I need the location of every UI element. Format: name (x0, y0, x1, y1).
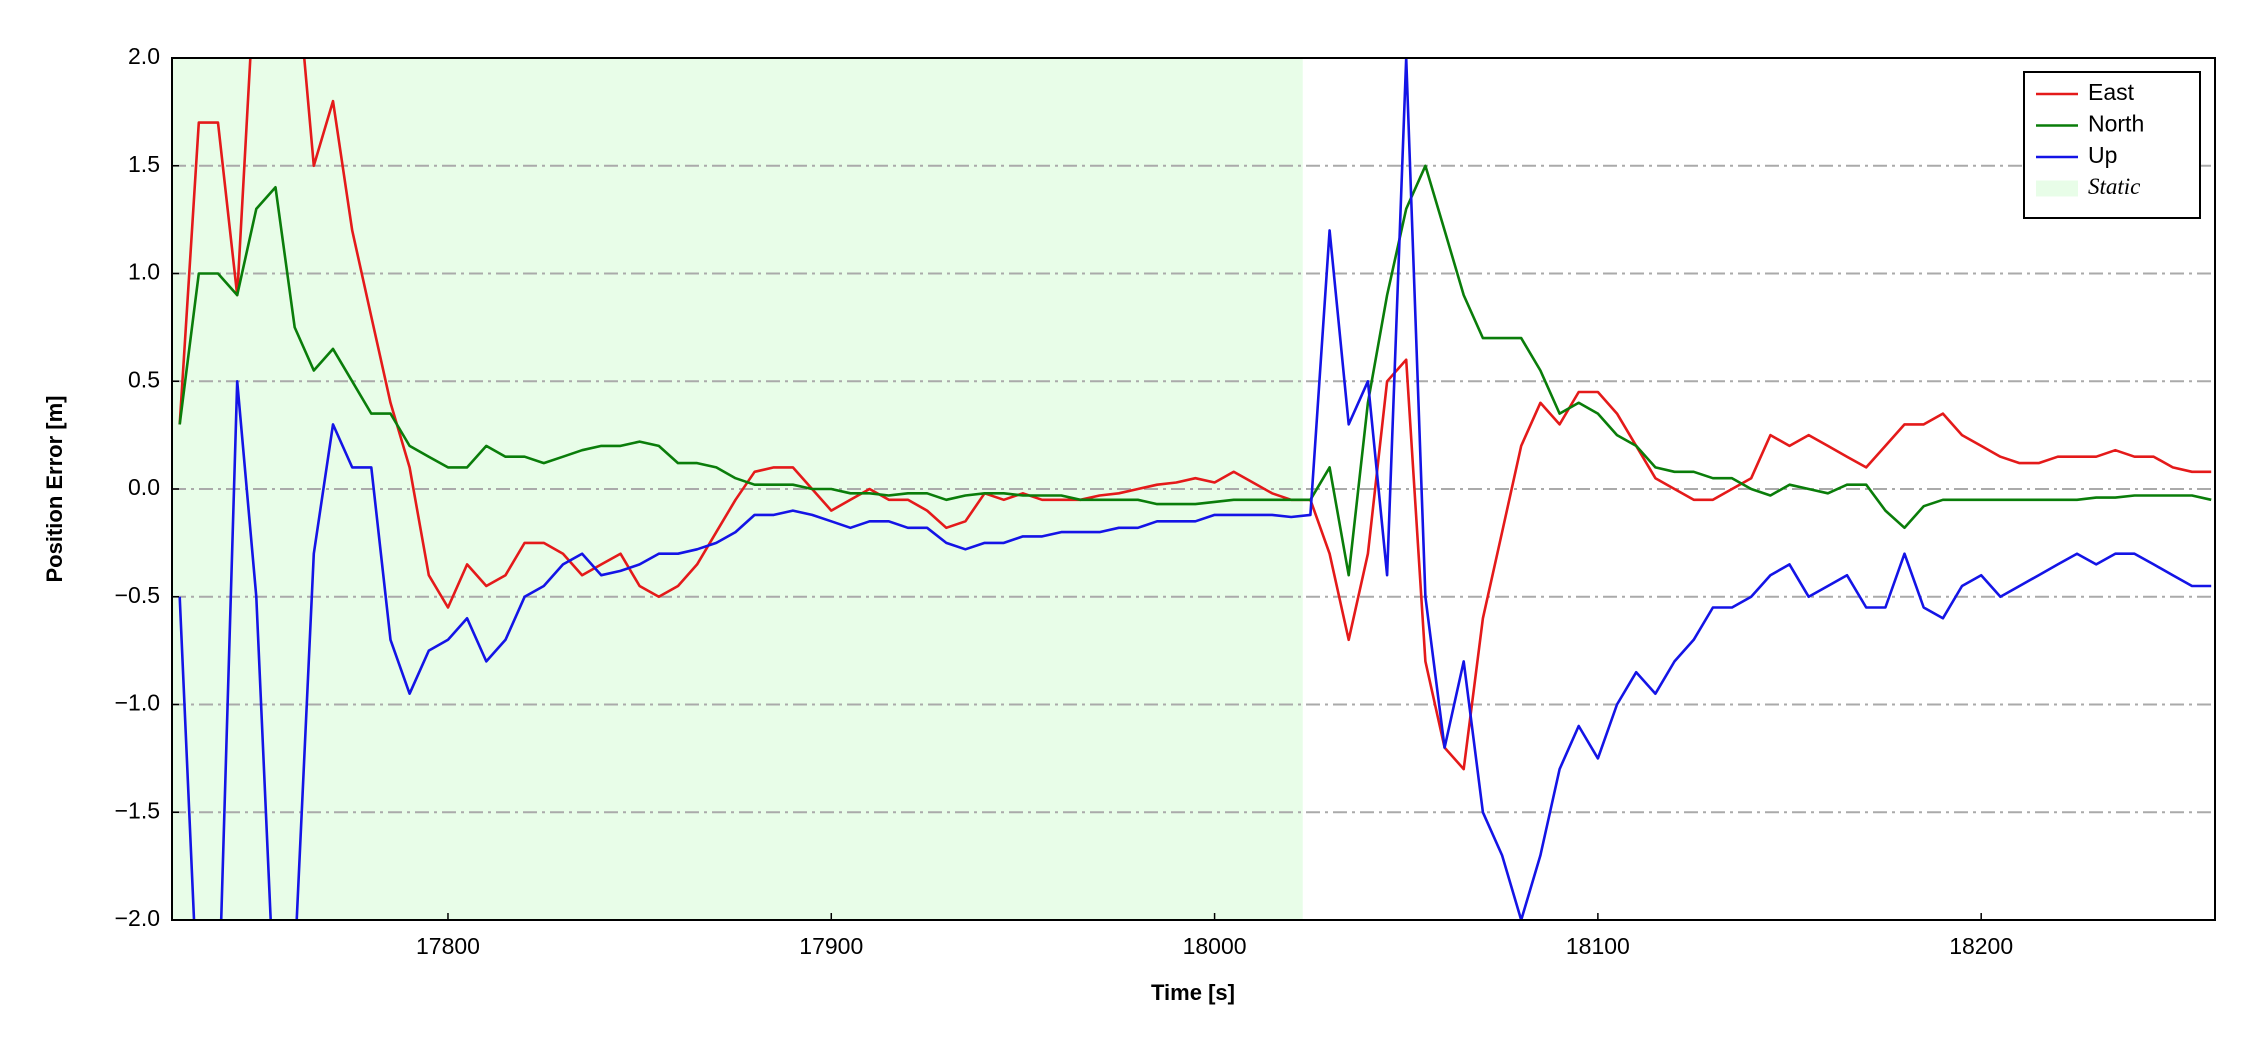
y-tick-label: 2.0 (128, 43, 160, 69)
static-span (172, 58, 1303, 920)
y-tick-label: 1.5 (128, 151, 160, 177)
y-tick-label: −0.5 (115, 582, 160, 608)
plot-frame (171, 57, 2216, 921)
y-axis-label: Position Error [m] (42, 395, 67, 582)
legend-label: North (2088, 111, 2144, 137)
x-tick-label: 17800 (416, 933, 480, 959)
plot-area (172, 58, 2215, 920)
series-line (178, 58, 2212, 920)
y-tick-label: 1.0 (128, 259, 160, 285)
x-tick-label: 17900 (799, 933, 863, 959)
x-tick-label: 18000 (1183, 933, 1247, 959)
legend-label: East (2088, 79, 2135, 105)
x-axis-label: Time [s] (1151, 980, 1235, 1005)
y-tick-label: 0.5 (128, 366, 160, 392)
x-tick-label: 18200 (1949, 933, 2013, 959)
y-tick-label: −2.0 (115, 905, 160, 931)
series-line (178, 58, 2212, 771)
series-line (178, 164, 2212, 577)
legend-label: Static (2088, 174, 2140, 199)
legend-label: Up (2088, 142, 2117, 168)
y-tick-label: −1.0 (115, 690, 160, 716)
y-tick-label: 0.0 (128, 474, 160, 500)
x-tick-label: 18100 (1566, 933, 1630, 959)
y-tick-label: −1.5 (115, 797, 160, 823)
legend-swatch (2036, 180, 2078, 197)
